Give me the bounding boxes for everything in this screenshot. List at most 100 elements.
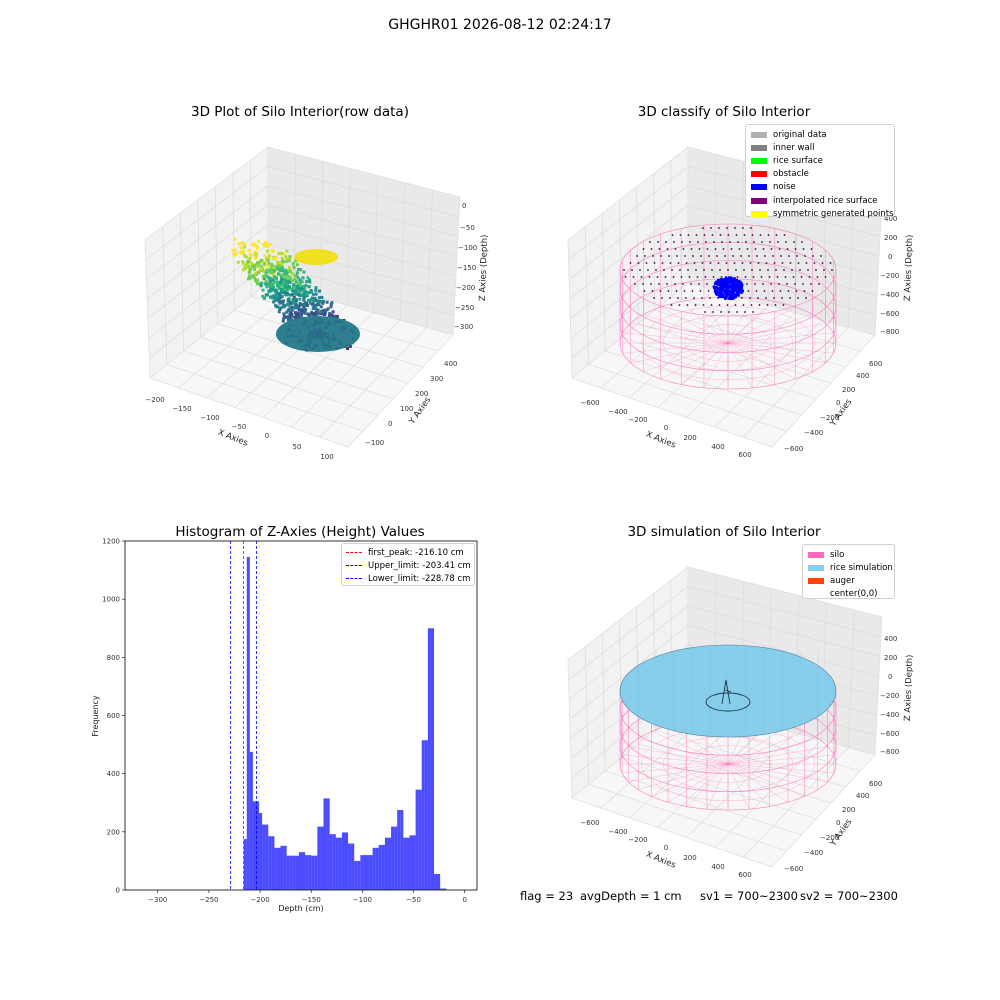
silo-floor-spoke bbox=[727, 314, 813, 344]
sim-ytick: 400 bbox=[856, 792, 869, 800]
interpolated-point bbox=[781, 297, 783, 299]
data-point bbox=[297, 338, 301, 342]
data-point bbox=[260, 281, 264, 285]
data-point bbox=[242, 250, 246, 254]
interpolated-point bbox=[773, 262, 776, 264]
histogram-bar bbox=[363, 855, 367, 890]
histogram-bar bbox=[298, 852, 303, 890]
data-point bbox=[255, 278, 259, 282]
histogram-bar bbox=[409, 835, 413, 890]
data-point bbox=[267, 284, 271, 288]
histogram-vlines bbox=[230, 541, 257, 890]
histogram-bar bbox=[400, 810, 404, 890]
sim-xtick: 200 bbox=[683, 854, 696, 862]
data-point bbox=[278, 284, 282, 288]
sim-ytick: −600 bbox=[784, 865, 803, 873]
histogram-bar bbox=[394, 826, 398, 890]
silo-floor-spoke bbox=[727, 738, 818, 765]
data-point bbox=[233, 238, 237, 241]
histogram-bar bbox=[403, 837, 407, 890]
legend-entry-noise: noise bbox=[751, 181, 889, 194]
interpolated-point bbox=[710, 304, 713, 306]
interpolated-point bbox=[762, 248, 765, 250]
data-point bbox=[278, 299, 281, 303]
interpolated-point bbox=[802, 248, 805, 250]
noise-point bbox=[716, 293, 719, 296]
interpolated-point bbox=[786, 283, 788, 285]
data-point bbox=[264, 273, 268, 276]
data-point bbox=[261, 266, 265, 270]
legend-line bbox=[346, 552, 362, 554]
histogram-bar bbox=[252, 801, 256, 890]
data-point bbox=[288, 285, 291, 289]
interpolated-point bbox=[780, 255, 782, 257]
interpolated-point bbox=[797, 297, 799, 299]
noise-point bbox=[729, 285, 732, 289]
interpolated-point bbox=[740, 255, 742, 257]
data-point bbox=[277, 281, 281, 284]
data-point bbox=[297, 268, 300, 271]
silo-floor-spoke bbox=[727, 301, 775, 344]
noise-point bbox=[737, 292, 740, 296]
interpolated-point bbox=[786, 248, 789, 250]
data-point bbox=[333, 337, 336, 340]
histogram-bar bbox=[335, 837, 339, 890]
interpolated-point bbox=[691, 290, 694, 292]
data-point bbox=[288, 306, 292, 310]
data-point bbox=[251, 265, 255, 269]
interpolated-point bbox=[717, 262, 720, 264]
data-point bbox=[288, 257, 292, 261]
data-point bbox=[274, 275, 278, 279]
noise-point bbox=[732, 291, 735, 294]
noise-point bbox=[724, 291, 728, 294]
interpolated-point bbox=[741, 262, 744, 264]
histogram-bar bbox=[283, 845, 287, 890]
classify-silo-wireframe bbox=[619, 223, 837, 390]
interpolated-point bbox=[789, 297, 791, 299]
classify-interpolated-points bbox=[623, 227, 833, 313]
data-point bbox=[286, 303, 289, 306]
interpolated-point bbox=[799, 269, 801, 271]
data-point bbox=[287, 293, 291, 297]
data-point bbox=[276, 260, 279, 264]
data-point bbox=[313, 314, 317, 318]
histogram-bar bbox=[314, 855, 318, 890]
histogram-bar bbox=[332, 834, 336, 890]
silo-floor-spoke bbox=[727, 342, 753, 388]
classify-noise-cluster bbox=[712, 276, 744, 301]
histogram-bar bbox=[387, 837, 392, 890]
interpolated-point bbox=[750, 227, 752, 229]
interpolated-point bbox=[678, 304, 681, 306]
data-point bbox=[301, 289, 304, 293]
interpolated-point bbox=[761, 241, 763, 243]
data-point bbox=[302, 305, 306, 309]
data-point bbox=[292, 295, 296, 299]
data-point bbox=[334, 320, 337, 323]
classify-ztick: −800 bbox=[880, 328, 899, 336]
interpolated-point bbox=[807, 269, 809, 271]
data-point bbox=[321, 338, 324, 342]
data-point bbox=[286, 277, 290, 281]
data-point bbox=[295, 314, 299, 318]
data-point bbox=[290, 293, 294, 296]
noise-point bbox=[729, 297, 732, 300]
silo-floor-spoke bbox=[651, 731, 729, 765]
data-point bbox=[284, 342, 288, 345]
data-point bbox=[296, 281, 300, 285]
data-point bbox=[271, 278, 275, 282]
data-point bbox=[309, 289, 313, 292]
histogram-bar bbox=[329, 834, 333, 890]
data-point bbox=[269, 279, 273, 282]
data-point bbox=[245, 255, 249, 259]
interpolated-point bbox=[736, 276, 739, 278]
data-point bbox=[296, 276, 300, 280]
interpolated-point bbox=[666, 248, 669, 250]
data-point bbox=[294, 297, 298, 301]
data-point bbox=[286, 282, 290, 286]
noise-point bbox=[724, 295, 727, 298]
interpolated-point bbox=[815, 269, 817, 271]
data-point bbox=[283, 273, 287, 277]
noise-point bbox=[724, 283, 727, 286]
interpolated-point bbox=[685, 297, 687, 299]
data-point bbox=[298, 278, 302, 282]
